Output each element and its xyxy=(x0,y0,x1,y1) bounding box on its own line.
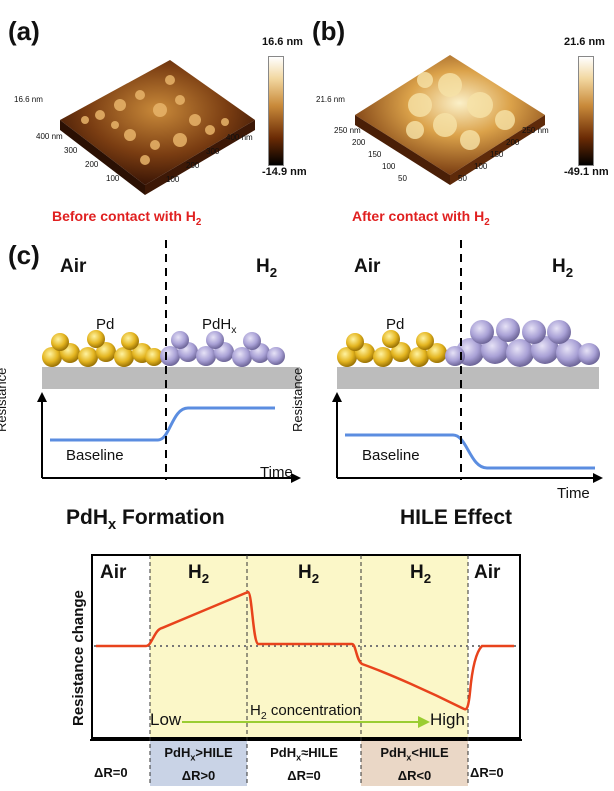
panel-a-color-scale xyxy=(268,56,284,166)
panel-a-axis-right-2: 300 xyxy=(206,147,219,156)
right-baseline-label: Baseline xyxy=(362,447,420,464)
cell-1: PdHx>HILE ΔR>0 xyxy=(150,744,247,785)
panel-b-color-scale xyxy=(578,56,594,166)
panel-a-axis-right-3: 200 xyxy=(186,161,199,170)
bottom-ylabel: Resistance change xyxy=(70,556,87,726)
panel-a-scale-max: 16.6 nm xyxy=(262,36,303,48)
panel-a-axis-right-1: 400 nm xyxy=(226,133,253,142)
panel-a-z-tick: 16.6 nm xyxy=(14,95,43,104)
concentration-label: H2 concentration xyxy=(250,702,361,722)
region-h2-2: H2 xyxy=(298,562,319,586)
panel-b-label: (b) xyxy=(312,16,345,47)
region-h2-1: H2 xyxy=(188,562,209,586)
panel-b-axis-right-3: 150 xyxy=(490,150,503,159)
panel-b-axis-left-3: 150 xyxy=(368,150,381,159)
left-ylabel: Resistance xyxy=(0,352,9,432)
low-label: Low xyxy=(150,710,181,730)
panel-b-axis-right-1: 250 nm xyxy=(522,126,549,135)
afm-image-b xyxy=(330,45,560,190)
left-xlabel: Time xyxy=(260,464,293,481)
panel-b-scale-max: 21.6 nm xyxy=(564,36,605,48)
panel-a-axis-left-3: 200 xyxy=(85,160,98,169)
right-ylabel: Resistance xyxy=(290,352,305,432)
panel-b-axis-left-2: 200 xyxy=(352,138,365,147)
left-title: PdHx Formation xyxy=(66,506,225,533)
region-air-left: Air xyxy=(100,562,126,584)
left-baseline-label: Baseline xyxy=(66,447,124,464)
panel-b-scale-min: -49.1 nm xyxy=(564,166,609,178)
region-h2-3: H2 xyxy=(410,562,431,586)
panel-b-axis-left-1: 250 nm xyxy=(334,126,361,135)
panel-b-axis-right-4: 100 xyxy=(474,162,487,171)
cell-3: PdHx<HILE ΔR<0 xyxy=(361,744,468,785)
right-schematic xyxy=(325,240,610,520)
panel-b-axis-left-5: 50 xyxy=(398,174,407,183)
panel-a-axis-left-1: 400 nm xyxy=(36,132,63,141)
cell-air-right: ΔR=0 xyxy=(470,765,504,780)
panel-a-axis-right-4: 100 xyxy=(166,175,179,184)
panel-b-axis-right-2: 200 xyxy=(506,138,519,147)
right-xlabel: Time xyxy=(557,485,590,502)
high-label: High xyxy=(430,710,465,730)
caption-after: After contact with H2 xyxy=(352,208,490,228)
cell-air-left: ΔR=0 xyxy=(94,765,128,780)
panel-a-scale-min: -14.9 nm xyxy=(262,166,307,178)
panel-a-axis-left-2: 300 xyxy=(64,146,77,155)
region-air-right: Air xyxy=(474,562,500,584)
caption-before: Before contact with H2 xyxy=(52,208,201,228)
panel-a-axis-left-4: 100 xyxy=(106,174,119,183)
afm-image-a xyxy=(20,50,270,200)
panel-b-axis-right-5: 50 xyxy=(458,174,467,183)
panel-b-z-tick: 21.6 nm xyxy=(316,95,345,104)
cell-2: PdHx≈HILE ΔR=0 xyxy=(247,744,361,785)
panel-b-axis-left-4: 100 xyxy=(382,162,395,171)
panel-a-label: (a) xyxy=(8,16,40,47)
right-title: HILE Effect xyxy=(400,506,512,530)
